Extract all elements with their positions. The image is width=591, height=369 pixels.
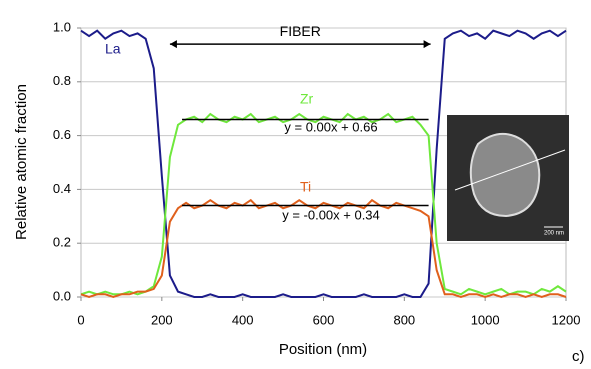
x-tick-label: 1000 <box>471 312 500 327</box>
y-axis-label: Relative atomic fraction <box>13 84 30 240</box>
x-axis-label: Position (nm) <box>279 341 367 358</box>
y-tick-label: 0.8 <box>53 73 71 88</box>
x-tick-label: 1200 <box>552 312 581 327</box>
y-tick-label: 0.4 <box>53 181 71 196</box>
series-label: Zr <box>300 91 314 107</box>
trendline-label: y = -0.00x + 0.34 <box>282 207 380 222</box>
chart: Relative atomic fraction Position (nm) c… <box>0 0 591 369</box>
y-tick-label: 0.6 <box>53 127 71 142</box>
inset-scale-label: 200 nm <box>544 231 564 237</box>
y-tick-label: 0.0 <box>53 288 71 303</box>
x-tick-label: 200 <box>151 312 173 327</box>
inset-particle <box>471 134 539 216</box>
series-label: La <box>105 41 121 57</box>
x-tick-label: 800 <box>393 312 415 327</box>
series-label: Ti <box>300 179 311 195</box>
x-tick-label: 0 <box>77 312 84 327</box>
x-tick-label: 600 <box>313 312 335 327</box>
fiber-label: FIBER <box>280 23 321 39</box>
y-tick-label: 0.2 <box>53 235 71 250</box>
panel-label: c) <box>572 348 585 365</box>
trendline-label: y = 0.00x + 0.66 <box>284 119 377 134</box>
y-tick-label: 1.0 <box>53 19 71 34</box>
x-tick-label: 400 <box>232 312 254 327</box>
